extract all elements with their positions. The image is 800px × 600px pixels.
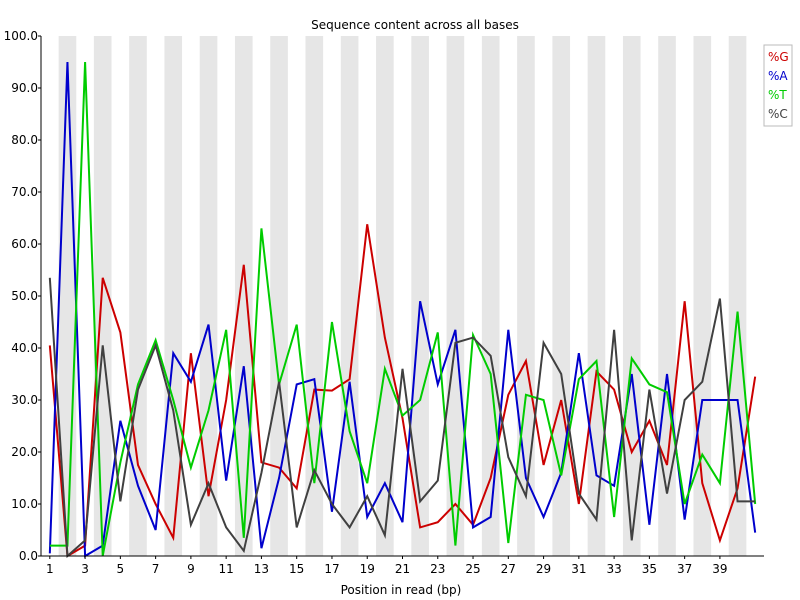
- y-tick-label: 10.0: [11, 497, 38, 511]
- y-tick-label: 20.0: [11, 445, 38, 459]
- grid-band: [340, 36, 359, 556]
- y-tick-label: 0.0: [19, 549, 38, 563]
- grid-band: [552, 36, 571, 556]
- grid-band: [446, 36, 465, 556]
- y-tick-label: 50.0: [11, 289, 38, 303]
- series-line-c: [48, 277, 756, 559]
- x-tick-label: 13: [254, 562, 269, 576]
- x-tick-label: 17: [324, 562, 339, 576]
- series-line-t: [49, 61, 757, 557]
- chart-title: Sequence content across all bases: [311, 18, 519, 32]
- series-lines: [48, 61, 757, 559]
- grid-band: [411, 36, 429, 556]
- x-tick-label: 33: [606, 562, 621, 576]
- legend-entry: %G: [768, 50, 789, 64]
- x-tick-label: 3: [81, 562, 89, 576]
- x-axis-label: Position in read (bp): [341, 583, 462, 597]
- y-axis-ticks: 0.0 10.0 20.0 30.0 40.0 50.0 60.0 70.0 80.0 90.0 1…: [4, 29, 41, 563]
- grid-band: [376, 36, 394, 556]
- grid-band: [481, 36, 500, 556]
- y-tick-label: 30.0: [11, 393, 38, 407]
- grid-band: [199, 36, 218, 556]
- grid-band: [164, 36, 183, 556]
- x-tick-label: 21: [395, 562, 410, 576]
- grid-band: [587, 36, 606, 556]
- y-tick-label: 80.0: [11, 133, 38, 147]
- y-tick-label: 90.0: [11, 81, 38, 95]
- x-tick-label: 9: [187, 562, 195, 576]
- y-tick-label: 100.0: [4, 29, 38, 43]
- x-tick-label: 23: [430, 562, 445, 576]
- x-tick-label: 1: [46, 562, 54, 576]
- grid-band: [658, 36, 676, 556]
- legend-entry: %T: [768, 88, 787, 102]
- x-tick-label: 35: [642, 562, 657, 576]
- x-tick-label: 19: [360, 562, 375, 576]
- y-tick-label: 40.0: [11, 341, 38, 355]
- x-tick-label: 31: [571, 562, 586, 576]
- legend-entry: %C: [768, 107, 788, 121]
- x-tick-label: 15: [289, 562, 304, 576]
- x-tick-label: 27: [501, 562, 516, 576]
- y-tick-label: 60.0: [11, 237, 38, 251]
- grid-band: [234, 36, 253, 556]
- grid-band: [728, 36, 747, 556]
- x-tick-label: 25: [465, 562, 480, 576]
- x-tick-label: 11: [219, 562, 234, 576]
- x-tick-label: 29: [536, 562, 551, 576]
- x-tick-label: 7: [152, 562, 160, 576]
- grid-band: [305, 36, 324, 556]
- legend-box: [763, 44, 793, 127]
- x-axis-ticks: 1 3 5 7 9 11 13 15 17 19 21 23 25 27 29 31 33 35 37 39: [46, 556, 728, 576]
- series-line-a: [48, 61, 757, 558]
- legend-entry: %A: [768, 69, 788, 83]
- legend: %G %A %T %C: [763, 44, 793, 127]
- series-line-g: [48, 224, 757, 558]
- y-tick-label: 70.0: [11, 185, 38, 199]
- x-tick-label: 39: [712, 562, 727, 576]
- x-tick-label: 37: [677, 562, 692, 576]
- grid-band: [622, 36, 641, 556]
- x-tick-label: 5: [117, 562, 125, 576]
